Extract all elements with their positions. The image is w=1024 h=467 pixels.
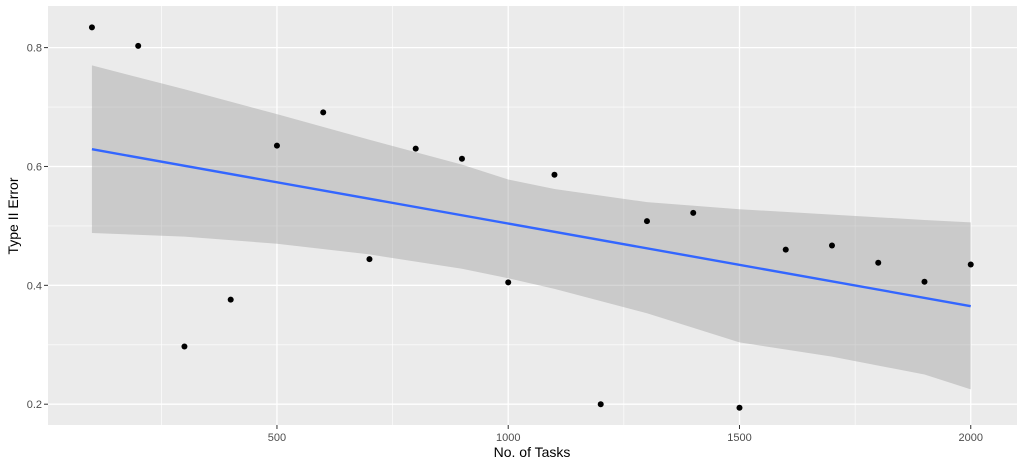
data-point [551, 171, 558, 178]
data-point [643, 218, 650, 225]
minor-gridlines [48, 6, 1017, 425]
y-tick-label: 0.4 [27, 280, 42, 292]
data-point [828, 242, 835, 249]
x-axis-ticks: 500 1000 1500 2000 [268, 425, 983, 444]
data-point [875, 259, 882, 266]
data-point [782, 246, 789, 253]
data-point [412, 145, 419, 152]
data-point [320, 109, 327, 116]
data-point [690, 209, 697, 216]
data-point [88, 24, 95, 31]
x-tick-label: 1500 [727, 432, 751, 444]
data-point [227, 296, 234, 303]
data-point [135, 42, 142, 49]
data-point [366, 256, 373, 263]
data-point [273, 142, 280, 149]
major-gridlines [48, 6, 1017, 425]
y-axis-ticks: 0.2 0.4 0.6 0.8 [27, 43, 48, 411]
plot-panel [48, 6, 1017, 425]
data-point [505, 279, 512, 286]
y-tick-label: 0.6 [27, 161, 42, 173]
data-point [181, 343, 188, 350]
y-tick-label: 0.2 [27, 399, 42, 411]
x-tick-label: 2000 [959, 432, 983, 444]
x-axis-title: No. of Tasks [494, 444, 571, 460]
data-point [458, 155, 465, 162]
data-point [921, 278, 928, 285]
data-point [736, 404, 743, 411]
y-axis-title: Type II Error [5, 177, 21, 254]
data-points [88, 24, 974, 411]
data-point [967, 261, 974, 268]
x-tick-label: 500 [268, 432, 286, 444]
y-tick-label: 0.8 [27, 43, 42, 55]
trend-line [91, 148, 971, 308]
x-tick-label: 1000 [496, 432, 520, 444]
data-point [597, 401, 604, 408]
